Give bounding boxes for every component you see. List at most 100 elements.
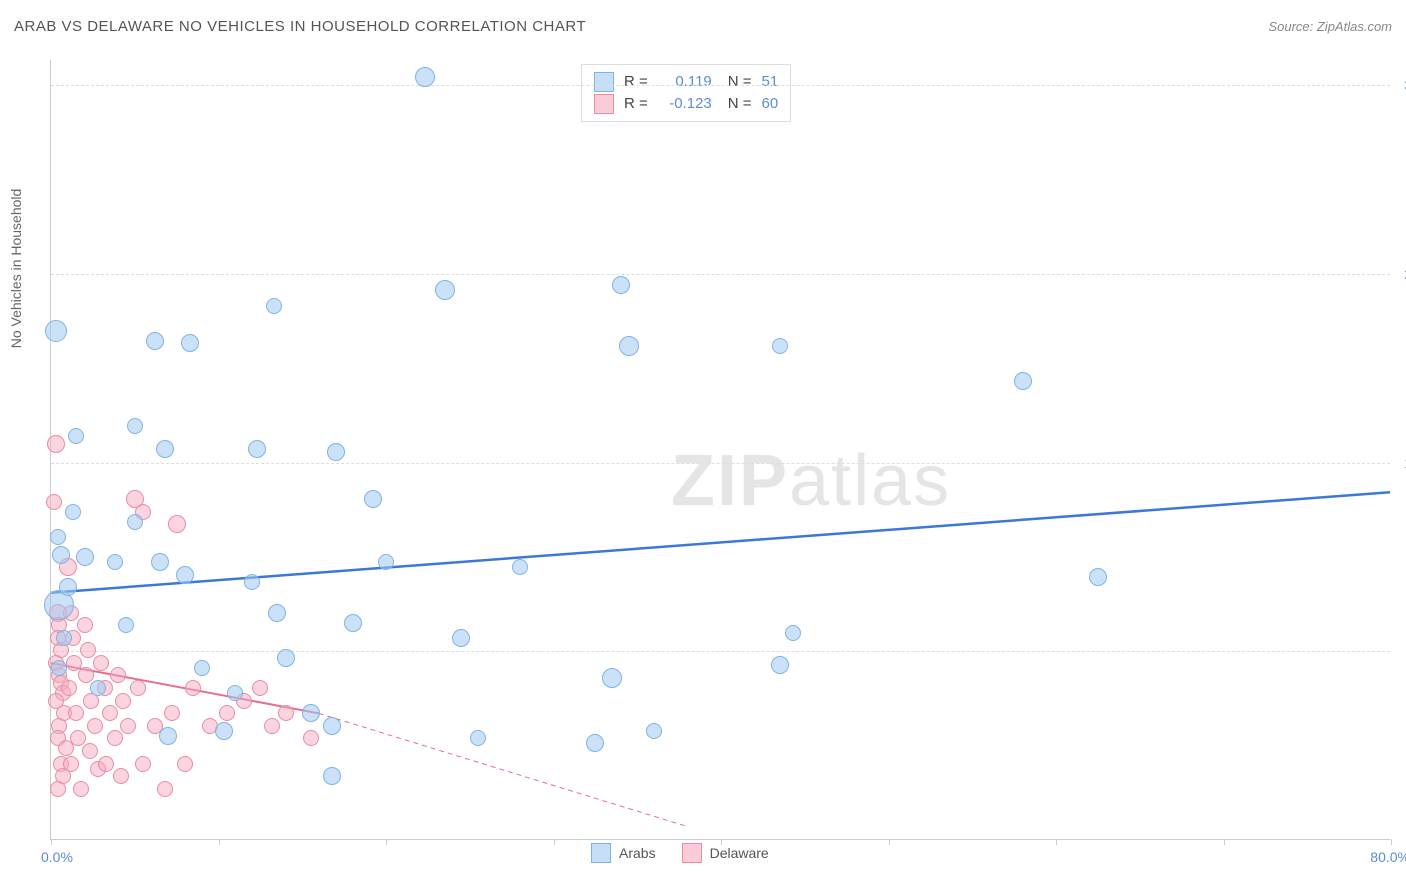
legend-row-pink: R = -0.123 N = 60 [594, 93, 778, 115]
legend-item-delaware: Delaware [682, 843, 769, 863]
legend-r-value: -0.123 [658, 93, 712, 115]
grid-line [51, 85, 1390, 86]
scatter-point [219, 705, 235, 721]
legend-swatch-blue [594, 72, 614, 92]
x-tick [721, 839, 722, 845]
scatter-point [435, 280, 455, 300]
scatter-point [1014, 372, 1032, 390]
scatter-point [177, 756, 193, 772]
scatter-point [619, 336, 639, 356]
x-axis-min-label: 0.0% [41, 849, 73, 865]
scatter-point [127, 418, 143, 434]
scatter-point [52, 546, 70, 564]
scatter-point [378, 554, 394, 570]
scatter-point [45, 320, 67, 342]
scatter-point [120, 718, 136, 734]
scatter-point [266, 298, 282, 314]
legend-n-label: N = [728, 93, 752, 115]
scatter-point [277, 649, 295, 667]
x-tick [219, 839, 220, 845]
scatter-point [215, 722, 233, 740]
scatter-point [185, 680, 201, 696]
scatter-point [50, 529, 66, 545]
scatter-point [364, 490, 382, 508]
y-axis-title: No Vehicles in Household [8, 189, 24, 349]
scatter-point [146, 332, 164, 350]
scatter-point [68, 428, 84, 444]
grid-line [51, 274, 1390, 275]
x-axis-max-label: 80.0% [1370, 849, 1406, 865]
scatter-point [303, 730, 319, 746]
scatter-point [323, 767, 341, 785]
scatter-point [771, 656, 789, 674]
legend-r-label: R = [624, 93, 648, 115]
scatter-point [82, 743, 98, 759]
watermark-bold: ZIP [671, 441, 789, 521]
scatter-point [452, 629, 470, 647]
scatter-point [50, 781, 66, 797]
chart-title: ARAB VS DELAWARE NO VEHICLES IN HOUSEHOL… [14, 18, 586, 35]
legend-row-blue: R = 0.119 N = 51 [594, 71, 778, 93]
scatter-point [176, 566, 194, 584]
scatter-point [107, 730, 123, 746]
scatter-point [73, 781, 89, 797]
legend-label: Arabs [619, 845, 656, 861]
scatter-point [127, 514, 143, 530]
scatter-point [785, 625, 801, 641]
scatter-point [470, 730, 486, 746]
legend-n-value: 51 [762, 71, 779, 93]
legend-swatch-pink [682, 843, 702, 863]
scatter-point [46, 494, 62, 510]
scatter-point [612, 276, 630, 294]
scatter-point [98, 756, 114, 772]
scatter-point [264, 718, 280, 734]
scatter-point [68, 705, 84, 721]
title-bar: ARAB VS DELAWARE NO VEHICLES IN HOUSEHOL… [14, 18, 1392, 35]
scatter-point [168, 515, 186, 533]
x-tick [1224, 839, 1225, 845]
scatter-point [415, 67, 435, 87]
legend-series: Arabs Delaware [591, 843, 769, 863]
x-tick [51, 839, 52, 845]
legend-n-value: 60 [762, 93, 779, 115]
scatter-point [61, 680, 77, 696]
x-tick [554, 839, 555, 845]
scatter-point [327, 443, 345, 461]
x-tick [386, 839, 387, 845]
legend-label: Delaware [710, 845, 769, 861]
scatter-point [76, 548, 94, 566]
scatter-point [586, 734, 604, 752]
scatter-point [118, 617, 134, 633]
legend-r-label: R = [624, 71, 648, 93]
scatter-point [65, 504, 81, 520]
scatter-point [59, 578, 77, 596]
grid-line [51, 651, 1390, 652]
x-tick [1391, 839, 1392, 845]
scatter-point [1089, 568, 1107, 586]
scatter-point [156, 440, 174, 458]
scatter-point [181, 334, 199, 352]
scatter-point [268, 604, 286, 622]
scatter-point [135, 756, 151, 772]
scatter-point [151, 553, 169, 571]
legend-r-value: 0.119 [658, 71, 712, 93]
legend-n-label: N = [728, 71, 752, 93]
scatter-point [113, 768, 129, 784]
grid-line [51, 463, 1390, 464]
scatter-point [102, 705, 118, 721]
scatter-point [344, 614, 362, 632]
scatter-point [159, 727, 177, 745]
scatter-point [87, 718, 103, 734]
scatter-point [278, 705, 294, 721]
scatter-point [47, 435, 65, 453]
scatter-point [51, 660, 67, 676]
legend-swatch-pink [594, 94, 614, 114]
scatter-point [512, 559, 528, 575]
x-tick [1056, 839, 1057, 845]
source-label: Source: ZipAtlas.com [1268, 19, 1392, 34]
scatter-point [56, 630, 72, 646]
scatter-point [90, 680, 106, 696]
legend-swatch-blue [591, 843, 611, 863]
scatter-point [646, 723, 662, 739]
watermark: ZIPatlas [671, 440, 951, 522]
